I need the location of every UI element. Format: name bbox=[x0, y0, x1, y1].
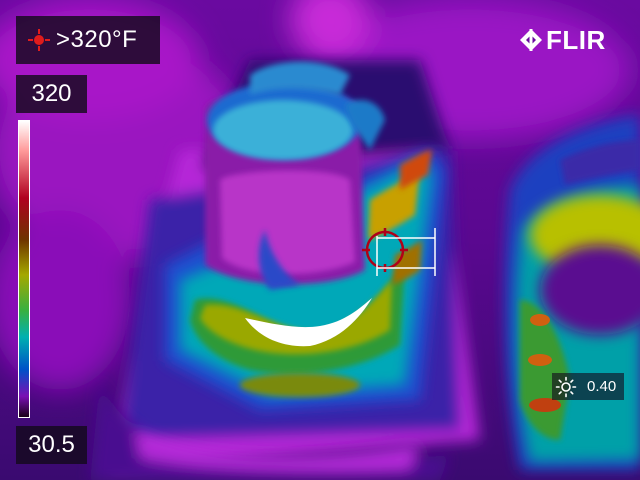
pot bbox=[205, 61, 385, 290]
crosshair-icon bbox=[28, 29, 50, 51]
scale-min-label: 30.5 bbox=[16, 426, 87, 464]
sun-icon bbox=[555, 376, 577, 397]
color-scale-bar bbox=[18, 120, 30, 418]
spot-meter-reticle bbox=[362, 228, 436, 276]
spot-temperature-readout: >320°F bbox=[16, 16, 160, 64]
emissivity-value: 0.40 bbox=[587, 378, 617, 395]
emissivity-readout: 0.40 bbox=[552, 373, 624, 400]
burner-right bbox=[504, 115, 640, 470]
brand-logo: FLIR bbox=[519, 24, 615, 56]
counter-edge bbox=[90, 380, 450, 480]
scale-max-label: 320 bbox=[16, 75, 87, 113]
brand-name: FLIR bbox=[546, 24, 606, 55]
spot-temperature-value: >320°F bbox=[56, 26, 138, 53]
flir-logo-icon bbox=[520, 29, 542, 51]
